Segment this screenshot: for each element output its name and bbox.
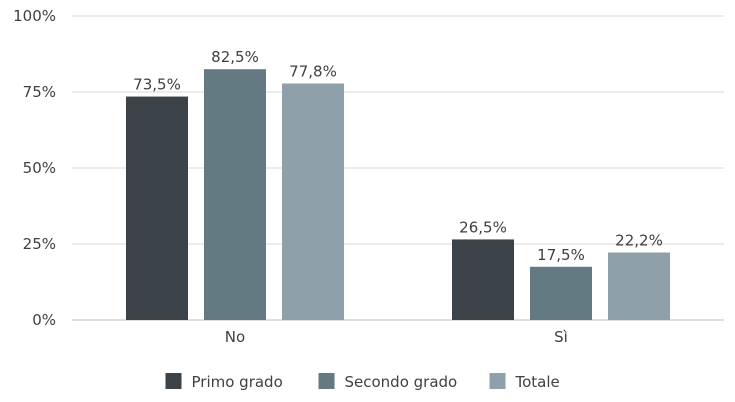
bar-s-primo-grado <box>452 239 514 320</box>
data-label: 77,8% <box>289 62 337 80</box>
legend-swatch <box>165 373 182 389</box>
y-tick-label: 0% <box>32 311 56 329</box>
legend-swatch <box>489 373 506 389</box>
legend-swatch <box>318 373 335 389</box>
x-axis-category-labels: No Sì <box>225 328 568 346</box>
category-label: No <box>225 328 245 346</box>
legend-label: Totale <box>515 373 560 391</box>
bars <box>126 69 670 320</box>
category-label: Sì <box>554 328 568 346</box>
y-tick-label: 100% <box>13 7 56 25</box>
bar-s-secondo-grado <box>530 266 592 320</box>
bar-no-primo-grado <box>126 96 188 320</box>
y-tick-label: 50% <box>23 159 56 177</box>
data-label: 22,2% <box>615 232 663 250</box>
bar-no-secondo-grado <box>204 69 266 320</box>
legend-label: Secondo grado <box>345 373 458 391</box>
data-label: 17,5% <box>537 246 585 264</box>
legend: Primo grado Secondo grado Totale <box>165 373 560 391</box>
legend-label: Primo grado <box>192 373 283 391</box>
bar-s-totale <box>608 252 670 320</box>
bar-no-totale <box>282 83 344 320</box>
data-label: 26,5% <box>459 218 507 236</box>
y-axis-tick-labels: 0% 25% 50% 75% 100% <box>13 7 56 329</box>
y-tick-label: 75% <box>23 83 56 101</box>
y-tick-label: 25% <box>23 235 56 253</box>
data-label: 73,5% <box>133 76 181 94</box>
data-label: 82,5% <box>211 48 259 66</box>
data-labels: 73,5% 82,5% 77,8% 26,5% 17,5% 22,2% <box>133 48 663 264</box>
